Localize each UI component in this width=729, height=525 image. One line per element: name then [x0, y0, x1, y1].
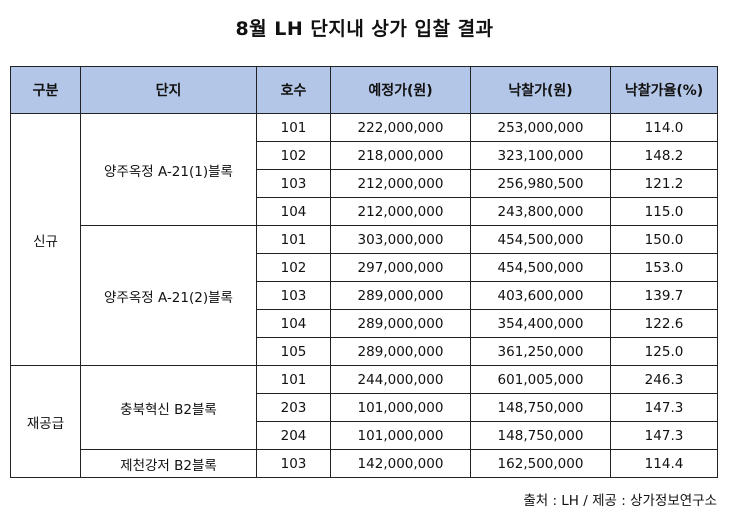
table-row: 102 297,000,000 454,500,000 153.0 — [11, 253, 718, 282]
winning-rate-cell: 150.0 — [610, 225, 718, 254]
table-row: 103 212,000,000 256,980,500 121.2 — [11, 169, 718, 198]
complex-name-cell: 양주옥정 A-21(2)블록 — [80, 225, 257, 366]
unit-cell: 203 — [256, 393, 331, 422]
complex-name-cell: 충북혁신 B2블록 — [80, 365, 257, 450]
table-row: 105 289,000,000 361,250,000 125.0 — [11, 337, 718, 366]
winning-rate-cell: 139.7 — [610, 281, 718, 310]
planned-price-cell: 142,000,000 — [330, 449, 471, 478]
planned-price-cell: 101,000,000 — [330, 393, 471, 422]
bid-result-table: 구분 단지 호수 예정가(원) 낙찰가(원) 낙찰가율(%) 신규 양주옥정 A-… — [10, 66, 718, 478]
table-row: 제천강저 B2블록 103 142,000,000 162,500,000 114.4 — [11, 449, 718, 478]
winning-price-cell: 354,400,000 — [470, 309, 611, 338]
table-row: 양주옥정 A-21(2)블록 101 303,000,000 454,500,000 1… — [11, 225, 718, 366]
unit-cell: 103 — [256, 449, 331, 478]
page-title: 8월 LH 단지내 상가 입찰 결과 — [235, 18, 494, 40]
winning-price-cell: 454,500,000 — [470, 225, 611, 254]
table-row: 104 289,000,000 354,400,000 122.6 — [11, 309, 718, 338]
unit-cell: 104 — [256, 309, 331, 338]
winning-rate-cell: 147.3 — [610, 393, 718, 422]
header-winning-rate: 낙찰가율(%) — [610, 66, 718, 114]
unit-cell: 102 — [256, 253, 331, 282]
table-row: 203 101,000,000 148,750,000 147.3 — [11, 393, 718, 422]
table-row: 신규 양주옥정 A-21(1)블록 101 222,000,000 253,000,00… — [10, 113, 718, 366]
unit-cell: 101 — [256, 365, 331, 394]
category-cell: 재공급 — [10, 365, 81, 478]
unit-cell: 103 — [256, 169, 331, 198]
winning-price-cell: 148,750,000 — [470, 393, 611, 422]
source-note: 출처 : LH / 제공 : 상가정보연구소 — [523, 493, 717, 509]
winning-price-cell: 243,800,000 — [470, 197, 611, 226]
header-complex: 단지 — [80, 66, 257, 114]
header-category: 구분 — [10, 66, 81, 114]
unit-cell: 204 — [256, 421, 331, 450]
winning-price-cell: 323,100,000 — [470, 141, 611, 170]
complex-name-cell: 제천강저 B2블록 — [80, 449, 257, 478]
table-body: 신규 양주옥정 A-21(1)블록 101 222,000,000 253,000,00… — [10, 113, 718, 478]
table-row: 재공급 충북혁신 B2블록 101 244,000,000 601,005,000 246… — [10, 365, 718, 478]
winning-price-cell: 403,600,000 — [470, 281, 611, 310]
header-winning-price: 낙찰가(원) — [470, 66, 611, 114]
table-row: 103 289,000,000 403,600,000 139.7 — [11, 281, 718, 310]
unit-cell: 105 — [256, 337, 331, 366]
planned-price-cell: 218,000,000 — [330, 141, 471, 170]
winning-rate-cell: 153.0 — [610, 253, 718, 282]
planned-price-cell: 101,000,000 — [330, 421, 471, 450]
winning-price-cell: 253,000,000 — [470, 113, 611, 142]
unit-cell: 102 — [256, 141, 331, 170]
winning-price-cell: 454,500,000 — [470, 253, 611, 282]
planned-price-cell: 289,000,000 — [330, 337, 471, 366]
header-unit: 호수 — [256, 66, 331, 114]
winning-rate-cell: 148.2 — [610, 141, 718, 170]
unit-cell: 101 — [256, 113, 331, 142]
winning-price-cell: 601,005,000 — [470, 365, 611, 394]
header-planned-price: 예정가(원) — [330, 66, 471, 114]
unit-cell: 103 — [256, 281, 331, 310]
winning-rate-cell: 125.0 — [610, 337, 718, 366]
planned-price-cell: 244,000,000 — [330, 365, 471, 394]
winning-rate-cell: 114.4 — [610, 449, 718, 478]
planned-price-cell: 297,000,000 — [330, 253, 471, 282]
winning-price-cell: 361,250,000 — [470, 337, 611, 366]
planned-price-cell: 303,000,000 — [330, 225, 471, 254]
winning-rate-cell: 121.2 — [610, 169, 718, 198]
winning-price-cell: 162,500,000 — [470, 449, 611, 478]
table-header-row: 구분 단지 호수 예정가(원) 낙찰가(원) 낙찰가율(%) — [10, 66, 718, 114]
unit-cell: 101 — [256, 225, 331, 254]
table-row: 102 218,000,000 323,100,000 148.2 — [11, 141, 718, 170]
planned-price-cell: 289,000,000 — [330, 309, 471, 338]
planned-price-cell: 222,000,000 — [330, 113, 471, 142]
planned-price-cell: 212,000,000 — [330, 197, 471, 226]
table-row: 104 212,000,000 243,800,000 115.0 — [11, 197, 718, 226]
winning-rate-cell: 122.6 — [610, 309, 718, 338]
winning-rate-cell: 115.0 — [610, 197, 718, 226]
winning-price-cell: 148,750,000 — [470, 421, 611, 450]
category-cell: 신규 — [10, 113, 81, 366]
complex-name-cell: 양주옥정 A-21(1)블록 — [80, 113, 257, 226]
planned-price-cell: 289,000,000 — [330, 281, 471, 310]
winning-price-cell: 256,980,500 — [470, 169, 611, 198]
winning-rate-cell: 114.0 — [610, 113, 718, 142]
planned-price-cell: 212,000,000 — [330, 169, 471, 198]
winning-rate-cell: 246.3 — [610, 365, 718, 394]
winning-rate-cell: 147.3 — [610, 421, 718, 450]
unit-cell: 104 — [256, 197, 331, 226]
